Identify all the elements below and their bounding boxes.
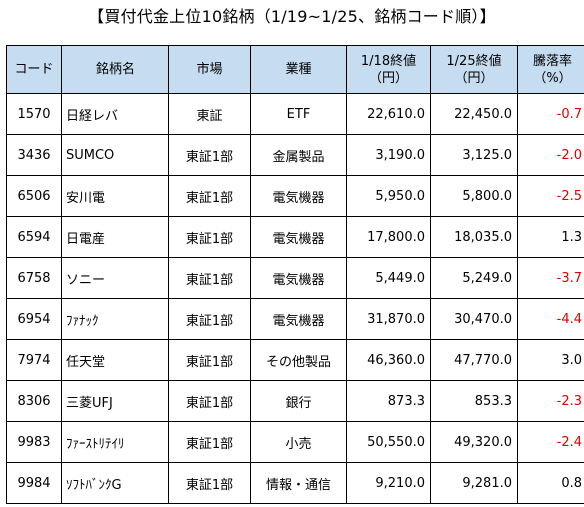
cell-name: 日経レバ — [61, 93, 169, 135]
cell-code: 8306 — [6, 380, 62, 422]
cell-price1: 3,190.0 — [346, 134, 431, 176]
header-name: 銘柄名 — [61, 45, 169, 94]
header-price2: 1/25終値 （円） — [430, 45, 518, 94]
table-row: 6758 ソニー 東証1部 電気機器 5,449.0 5,249.0 -3.7 — [6, 257, 584, 299]
cell-price2: 47,770.0 — [430, 339, 518, 381]
cell-price1: 5,449.0 — [346, 257, 431, 299]
cell-price1: 46,360.0 — [346, 339, 431, 381]
table-row: 7974 任天堂 東証1部 その他製品 46,360.0 47,770.0 3.… — [6, 339, 584, 381]
cell-code: 6954 — [6, 298, 62, 340]
cell-market: 東証1部 — [168, 380, 251, 422]
cell-code: 9984 — [6, 462, 62, 504]
cell-industry: 電気機器 — [250, 175, 347, 217]
header-change: 騰落率 （%） — [517, 45, 584, 94]
header-price1: 1/18終値 （円） — [346, 45, 431, 94]
cell-price2: 853.3 — [430, 380, 518, 422]
header-price1-line2: （円） — [368, 70, 408, 86]
cell-industry: 電気機器 — [250, 298, 347, 340]
cell-name: ソニー — [61, 257, 169, 299]
table-row: 9983 ﾌｧｰｽﾄﾘﾃｲﾘ 東証1部 小売 50,550.0 49,320.0… — [6, 421, 584, 463]
cell-market: 東証 — [168, 93, 251, 135]
cell-change: 3.0 — [517, 339, 584, 381]
cell-industry: その他製品 — [250, 339, 347, 381]
header-code: コード — [6, 45, 62, 94]
cell-change: -2.5 — [517, 175, 584, 217]
header-row: コード 銘柄名 市場 業種 1/18終値 （円） 1/25終値 （円） 騰落率 … — [6, 45, 584, 94]
cell-industry: 金属製品 — [250, 134, 347, 176]
cell-price2: 18,035.0 — [430, 216, 518, 258]
table-title: 【買付代金上位10銘柄（1/19~1/25、銘柄コード順）】 — [88, 7, 496, 26]
table-row: 6954 ﾌｧﾅｯｸ 東証1部 電気機器 31,870.0 30,470.0 -… — [6, 298, 584, 340]
cell-market: 東証1部 — [168, 339, 251, 381]
header-industry: 業種 — [250, 45, 347, 94]
cell-code: 3436 — [6, 134, 62, 176]
cell-market: 東証1部 — [168, 216, 251, 258]
cell-industry: 電気機器 — [250, 216, 347, 258]
header-price2-line1: 1/25終値 — [446, 53, 502, 69]
cell-name: ﾌｧﾅｯｸ — [61, 298, 169, 340]
cell-industry: 情報・通信 — [250, 462, 347, 504]
cell-price2: 30,470.0 — [430, 298, 518, 340]
header-price2-line2: （円） — [454, 70, 494, 86]
cell-change: -3.7 — [517, 257, 584, 299]
cell-market: 東証1部 — [168, 298, 251, 340]
cell-price2: 5,249.0 — [430, 257, 518, 299]
cell-industry: 電気機器 — [250, 257, 347, 299]
cell-price1: 9,210.0 — [346, 462, 431, 504]
cell-price2: 49,320.0 — [430, 421, 518, 463]
cell-change: -2.3 — [517, 380, 584, 422]
table-row: 9984 ｿﾌﾄﾊﾞﾝｸG 東証1部 情報・通信 9,210.0 9,281.0… — [6, 462, 584, 504]
cell-industry: 銀行 — [250, 380, 347, 422]
cell-change: 1.3 — [517, 216, 584, 258]
top10-stocks-table: コード 銘柄名 市場 業種 1/18終値 （円） 1/25終値 （円） 騰落率 … — [6, 45, 584, 504]
cell-price1: 50,550.0 — [346, 421, 431, 463]
cell-name: SUMCO — [61, 134, 169, 176]
cell-market: 東証1部 — [168, 421, 251, 463]
cell-price1: 22,610.0 — [346, 93, 431, 135]
table-body: 1570 日経レバ 東証 ETF 22,610.0 22,450.0 -0.7 … — [6, 93, 584, 504]
cell-price1: 17,800.0 — [346, 216, 431, 258]
table-row: 6506 安川電 東証1部 電気機器 5,950.0 5,800.0 -2.5 — [6, 175, 584, 217]
cell-name: 日電産 — [61, 216, 169, 258]
cell-price1: 873.3 — [346, 380, 431, 422]
cell-code: 6506 — [6, 175, 62, 217]
cell-name: 三菱UFJ — [61, 380, 169, 422]
cell-price2: 3,125.0 — [430, 134, 518, 176]
cell-market: 東証1部 — [168, 462, 251, 504]
cell-code: 1570 — [6, 93, 62, 135]
cell-code: 6594 — [6, 216, 62, 258]
cell-industry: 小売 — [250, 421, 347, 463]
cell-code: 9983 — [6, 421, 62, 463]
cell-change: -2.0 — [517, 134, 584, 176]
header-change-line1: 騰落率 — [532, 53, 572, 69]
header-price1-line1: 1/18終値 — [360, 53, 417, 69]
cell-name: ｿﾌﾄﾊﾞﾝｸG — [61, 462, 169, 504]
cell-price1: 31,870.0 — [346, 298, 431, 340]
cell-name: 任天堂 — [61, 339, 169, 381]
table-row: 6594 日電産 東証1部 電気機器 17,800.0 18,035.0 1.3 — [6, 216, 584, 258]
cell-market: 東証1部 — [168, 134, 251, 176]
cell-name: 安川電 — [61, 175, 169, 217]
cell-price2: 9,281.0 — [430, 462, 518, 504]
table-row: 8306 三菱UFJ 東証1部 銀行 873.3 853.3 -2.3 — [6, 380, 584, 422]
cell-change: -0.7 — [517, 93, 584, 135]
table-row: 1570 日経レバ 東証 ETF 22,610.0 22,450.0 -0.7 — [6, 93, 584, 135]
header-market: 市場 — [168, 45, 251, 94]
cell-change: -2.4 — [517, 421, 584, 463]
cell-industry: ETF — [250, 93, 347, 135]
table-row: 3436 SUMCO 東証1部 金属製品 3,190.0 3,125.0 -2.… — [6, 134, 584, 176]
cell-price2: 22,450.0 — [430, 93, 518, 135]
cell-market: 東証1部 — [168, 175, 251, 217]
cell-change: 0.8 — [517, 462, 584, 504]
cell-name: ﾌｧｰｽﾄﾘﾃｲﾘ — [61, 421, 169, 463]
cell-market: 東証1部 — [168, 257, 251, 299]
cell-price2: 5,800.0 — [430, 175, 518, 217]
cell-price1: 5,950.0 — [346, 175, 431, 217]
cell-code: 7974 — [6, 339, 62, 381]
cell-code: 6758 — [6, 257, 62, 299]
header-change-line2: （%） — [533, 70, 572, 86]
cell-change: -4.4 — [517, 298, 584, 340]
